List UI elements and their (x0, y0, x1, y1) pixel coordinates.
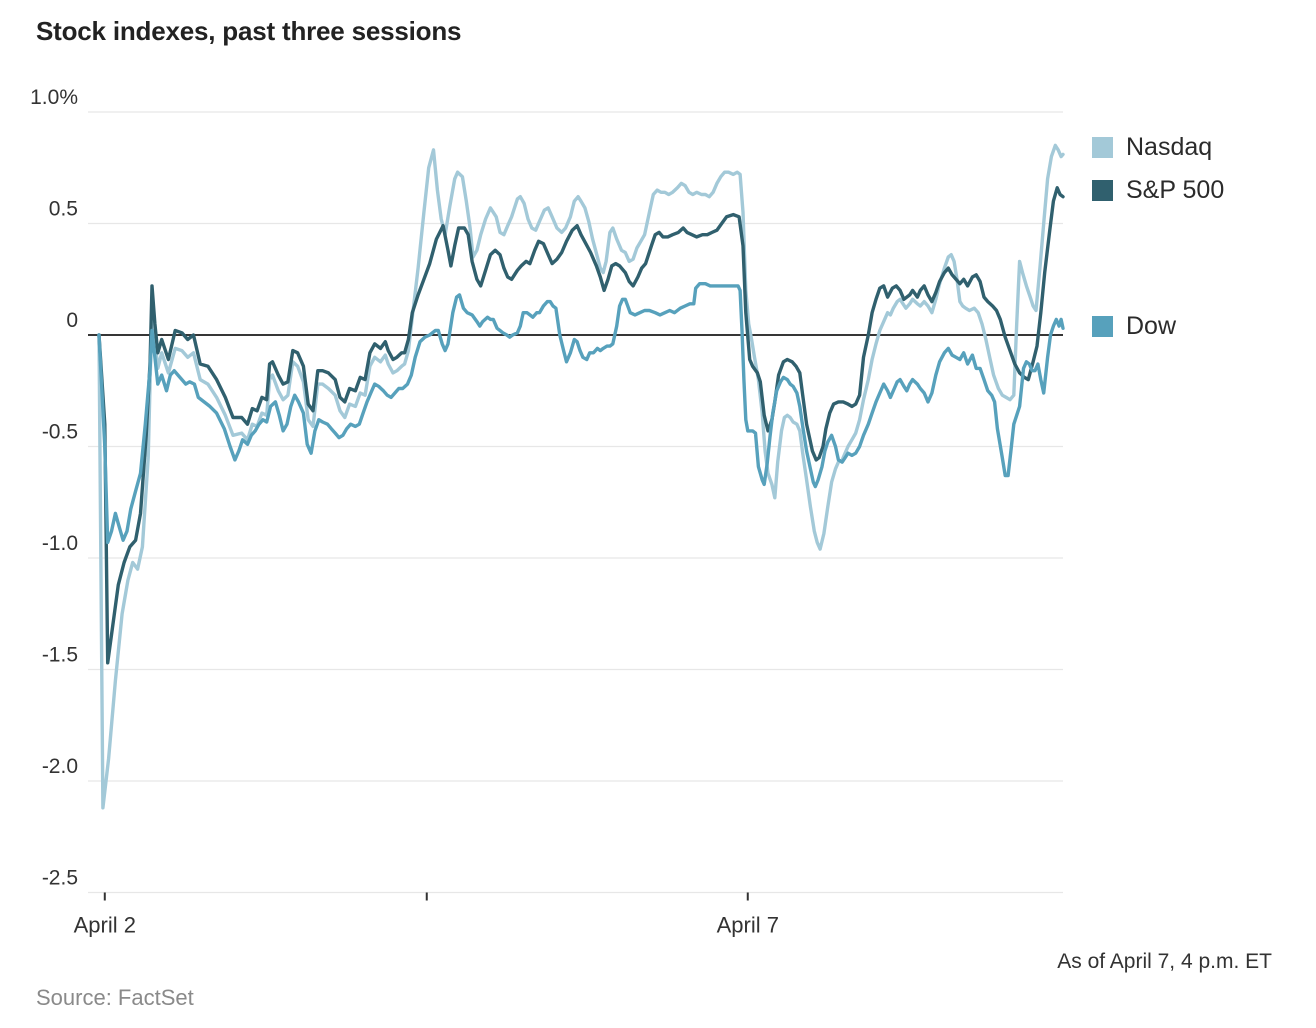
legend-label-sp500: S&P 500 (1126, 176, 1225, 204)
source-note: Source: FactSet (36, 985, 194, 1010)
page-title: Stock indexes, past three sessions (36, 16, 462, 46)
legend-item-sp500: S&P 500 (1092, 176, 1224, 205)
y-axis-tick-label: -1.0 (42, 532, 78, 555)
x-axis-tick-label: April 7 (717, 913, 779, 938)
y-axis-tick-label: -1.5 (42, 644, 78, 667)
axis-labels: 1.0% 0.5 0 -0.5 -1.0 -1.5 -2.0 -2.5 April 2 April… (30, 86, 779, 938)
dow-line (97, 282, 1065, 545)
y-axis-tick-label: 1.0% (30, 86, 78, 109)
y-axis-tick-label: 0.5 (49, 198, 78, 221)
as-of-note: As of April 7, 4 p.m. ET (1057, 950, 1272, 973)
y-axis-tick-label: -0.5 (42, 421, 78, 444)
series-lines (97, 143, 1065, 810)
legend-item-nasdaq: Nasdaq (1092, 133, 1212, 162)
nasdaq-swatch-icon (1092, 137, 1113, 158)
nasdaq-line (97, 143, 1065, 810)
legend-label-nasdaq: Nasdaq (1126, 133, 1213, 161)
dow-swatch-icon (1092, 316, 1113, 337)
y-axis-tick-label: -2.0 (42, 755, 78, 778)
legend-item-dow: Dow (1092, 312, 1176, 341)
legend-label-dow: Dow (1126, 312, 1177, 340)
gridlines (88, 111, 1063, 894)
sp500-swatch-icon (1092, 180, 1113, 201)
sp500-line (97, 186, 1065, 665)
y-axis-tick-label: 0 (66, 309, 78, 332)
x-axis-tick-label: April 2 (74, 913, 136, 938)
y-axis-tick-label: -2.5 (42, 867, 78, 890)
